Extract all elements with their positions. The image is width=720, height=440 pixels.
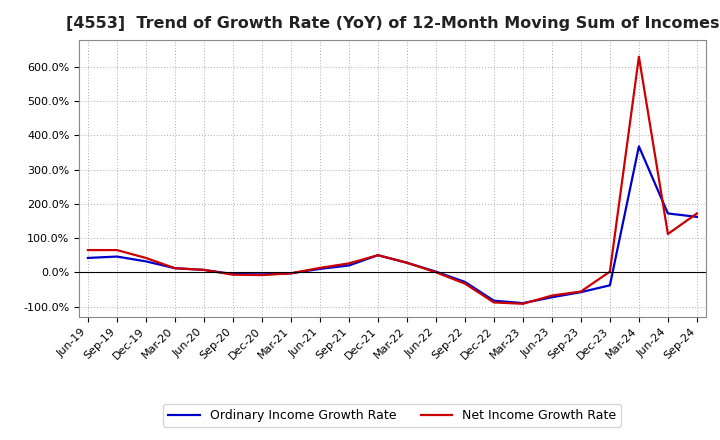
Net Income Growth Rate	[315, 265, 324, 271]
Ordinary Income Growth Rate	[606, 282, 614, 288]
Ordinary Income Growth Rate	[315, 266, 324, 271]
Net Income Growth Rate	[606, 269, 614, 274]
Ordinary Income Growth Rate	[142, 259, 150, 264]
Legend: Ordinary Income Growth Rate, Net Income Growth Rate: Ordinary Income Growth Rate, Net Income …	[163, 404, 621, 427]
Net Income Growth Rate	[171, 266, 179, 271]
Ordinary Income Growth Rate	[374, 253, 382, 258]
Net Income Growth Rate	[518, 301, 527, 306]
Ordinary Income Growth Rate	[431, 269, 440, 274]
Ordinary Income Growth Rate	[577, 290, 585, 295]
Net Income Growth Rate	[693, 211, 701, 216]
Net Income Growth Rate	[490, 300, 498, 305]
Ordinary Income Growth Rate	[402, 260, 411, 265]
Net Income Growth Rate	[634, 54, 643, 59]
Ordinary Income Growth Rate	[287, 271, 295, 276]
Ordinary Income Growth Rate	[664, 211, 672, 216]
Net Income Growth Rate	[374, 253, 382, 258]
Net Income Growth Rate	[112, 247, 121, 253]
Ordinary Income Growth Rate	[228, 271, 237, 277]
Net Income Growth Rate	[287, 271, 295, 276]
Net Income Growth Rate	[431, 270, 440, 275]
Ordinary Income Growth Rate	[693, 214, 701, 220]
Ordinary Income Growth Rate	[258, 272, 266, 277]
Line: Net Income Growth Rate: Net Income Growth Rate	[88, 57, 697, 304]
Ordinary Income Growth Rate	[112, 254, 121, 259]
Ordinary Income Growth Rate	[518, 301, 527, 306]
Net Income Growth Rate	[461, 281, 469, 286]
Net Income Growth Rate	[577, 289, 585, 294]
Title: [4553]  Trend of Growth Rate (YoY) of 12-Month Moving Sum of Incomes: [4553] Trend of Growth Rate (YoY) of 12-…	[66, 16, 719, 32]
Ordinary Income Growth Rate	[461, 279, 469, 285]
Ordinary Income Growth Rate	[199, 267, 208, 272]
Ordinary Income Growth Rate	[490, 298, 498, 303]
Net Income Growth Rate	[345, 261, 354, 266]
Net Income Growth Rate	[258, 272, 266, 278]
Net Income Growth Rate	[84, 247, 92, 253]
Net Income Growth Rate	[402, 260, 411, 265]
Ordinary Income Growth Rate	[345, 263, 354, 268]
Net Income Growth Rate	[199, 267, 208, 272]
Line: Ordinary Income Growth Rate: Ordinary Income Growth Rate	[88, 147, 697, 303]
Net Income Growth Rate	[142, 255, 150, 260]
Net Income Growth Rate	[548, 293, 557, 298]
Ordinary Income Growth Rate	[548, 295, 557, 300]
Ordinary Income Growth Rate	[84, 255, 92, 260]
Ordinary Income Growth Rate	[171, 266, 179, 271]
Net Income Growth Rate	[228, 272, 237, 277]
Net Income Growth Rate	[664, 231, 672, 237]
Ordinary Income Growth Rate	[634, 144, 643, 149]
